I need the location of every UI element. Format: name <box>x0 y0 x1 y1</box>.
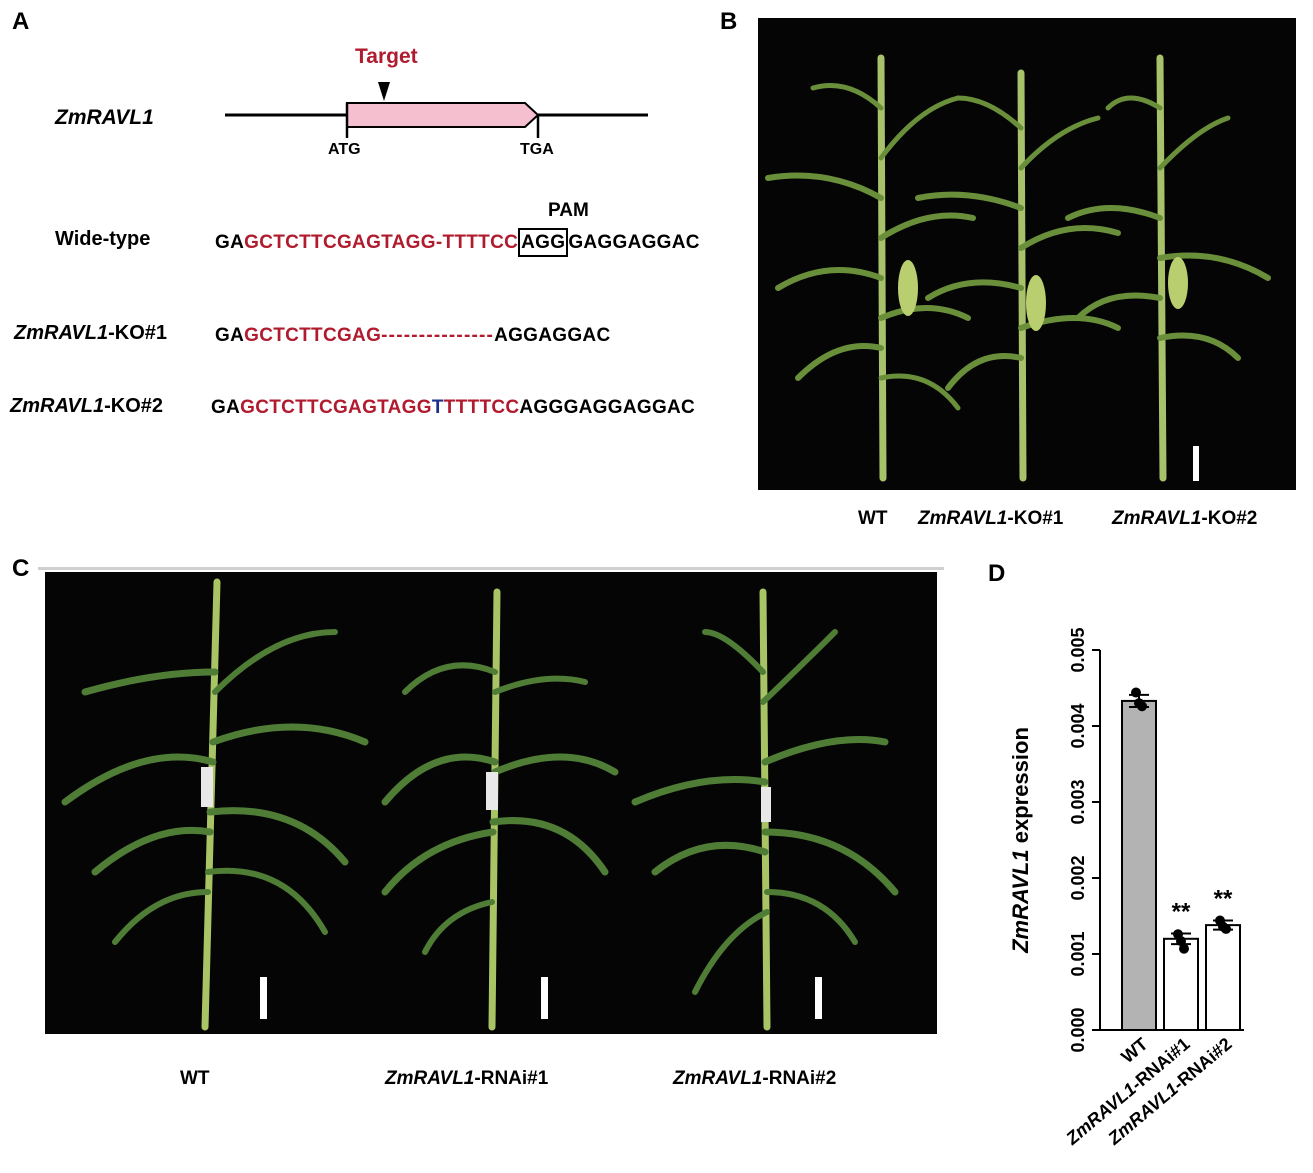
significance-label: ** <box>1214 886 1233 913</box>
panel-c-rule <box>38 567 944 570</box>
data-point <box>1179 943 1189 954</box>
seq-segment-target: GCTCTTCGAGTAGG <box>240 397 432 418</box>
scale-bar <box>541 977 548 1019</box>
y-tick-label: 0.002 <box>1068 855 1088 900</box>
scale-bar <box>815 977 822 1019</box>
ko2-label-suffix: -KO#2 <box>104 395 163 417</box>
b-caption-gene: ZmRAVL1 <box>918 508 1008 529</box>
seq-segment: AGGAGGAC <box>494 325 611 346</box>
seq-deletion: --------------- <box>381 325 495 346</box>
bar <box>1121 699 1157 1031</box>
ko1-sequence: GAGCTCTTCGAG---------------AGGAGGAC <box>215 325 610 347</box>
wildtype-label: Wide-type <box>55 228 151 250</box>
c-caption-suffix: -RNAi#2 <box>762 1068 837 1089</box>
c-caption-gene: ZmRAVL1 <box>673 1068 763 1089</box>
atg-label: ATG <box>328 141 361 158</box>
seq-segment-target: GCTCTTCGAG <box>244 325 382 346</box>
data-point <box>1131 687 1141 698</box>
maize-ko-plants-photo <box>758 18 1296 490</box>
c-caption-gene: ZmRAVL1 <box>385 1068 475 1089</box>
bar <box>1163 937 1199 1031</box>
panel-label-b: B <box>720 8 738 35</box>
b-caption-suffix: -KO#1 <box>1007 508 1064 529</box>
seq-segment: GAGGAGGAC <box>568 232 700 253</box>
b-caption-ko2: ZmRAVL1-KO#2 <box>1112 508 1257 530</box>
y-tick-label: 0.004 <box>1068 703 1088 748</box>
gene-label: ZmRAVL1 <box>55 106 154 129</box>
pam-label: PAM <box>548 200 589 221</box>
scale-bar <box>1193 446 1199 481</box>
seq-segment: GA <box>211 397 241 418</box>
wildtype-sequence: GAGCTCTTCGAGTAGG-TTTTCC AGG GAGGAGGAC <box>215 228 700 257</box>
c-caption-rnai2: ZmRAVL1-RNAi#2 <box>673 1068 836 1090</box>
b-caption-gene: ZmRAVL1 <box>1112 508 1202 529</box>
expression-bar-chart: 0.000 0.001 0.002 0.003 0.004 0.005 ZmRAVL1 ex… <box>1008 627 1244 1149</box>
seq-segment: GA <box>215 325 245 346</box>
ko2-label: ZmRAVL1-KO#2 <box>10 395 163 418</box>
b-caption-suffix: -KO#2 <box>1201 508 1258 529</box>
ko1-label: ZmRAVL1-KO#1 <box>14 322 167 345</box>
pam-box: AGG <box>518 228 569 257</box>
seq-segment-target: GCTCTTCGAGTAGG <box>244 232 436 253</box>
data-point <box>1221 923 1231 934</box>
seq-insertion: T <box>431 397 444 418</box>
tga-label: TGA <box>520 141 554 158</box>
y-tick-label: 0.005 <box>1068 627 1088 672</box>
cds-box <box>346 102 540 128</box>
gene-structure-diagram <box>225 82 648 138</box>
maize-rnai-plants-photo <box>45 572 937 1034</box>
b-caption-wt: WT <box>858 508 888 530</box>
seq-segment-target: TTTTCC <box>443 397 520 418</box>
target-label: Target <box>355 45 418 68</box>
ko1-label-suffix: -KO#1 <box>108 322 167 344</box>
y-tick-label: 0.003 <box>1068 779 1088 824</box>
ko1-label-gene: ZmRAVL1 <box>14 322 109 344</box>
c-caption-wt: WT <box>180 1068 210 1090</box>
y-axis-label-suffix: expression <box>1008 727 1033 849</box>
c-caption-rnai1: ZmRAVL1-RNAi#1 <box>385 1068 548 1090</box>
c-caption-suffix: WT <box>180 1068 210 1089</box>
seq-gap: - <box>435 232 443 253</box>
panel-label-a: A <box>12 8 30 35</box>
c-caption-suffix: -RNAi#1 <box>474 1068 549 1089</box>
seq-segment: GA <box>215 232 245 253</box>
ko2-sequence: GAGCTCTTCGAGTAGGTTTTTCCAGGGAGGAGGAC <box>211 397 695 419</box>
scale-bar <box>260 977 267 1019</box>
panel-label-c: C <box>12 555 30 582</box>
significance-label: ** <box>1172 898 1191 925</box>
b-caption-ko1: ZmRAVL1-KO#1 <box>918 508 1063 530</box>
y-axis-label: ZmRAVL1 expression <box>1008 727 1033 954</box>
target-arrowhead-icon <box>378 82 390 101</box>
panel-label-d: D <box>988 560 1006 587</box>
ko2-label-gene: ZmRAVL1 <box>10 395 105 417</box>
data-point <box>1137 701 1147 712</box>
y-axis-label-gene: ZmRAVL1 <box>1008 849 1033 954</box>
y-tick-label: 0.000 <box>1068 1007 1088 1052</box>
seq-segment-target: TTTTCC <box>442 232 519 253</box>
b-caption-suffix: WT <box>858 508 888 529</box>
data-point <box>1176 936 1186 947</box>
bar <box>1205 924 1241 1031</box>
seq-segment: AGGGAGGAGGAC <box>519 397 696 418</box>
y-tick-label: 0.001 <box>1068 931 1088 976</box>
